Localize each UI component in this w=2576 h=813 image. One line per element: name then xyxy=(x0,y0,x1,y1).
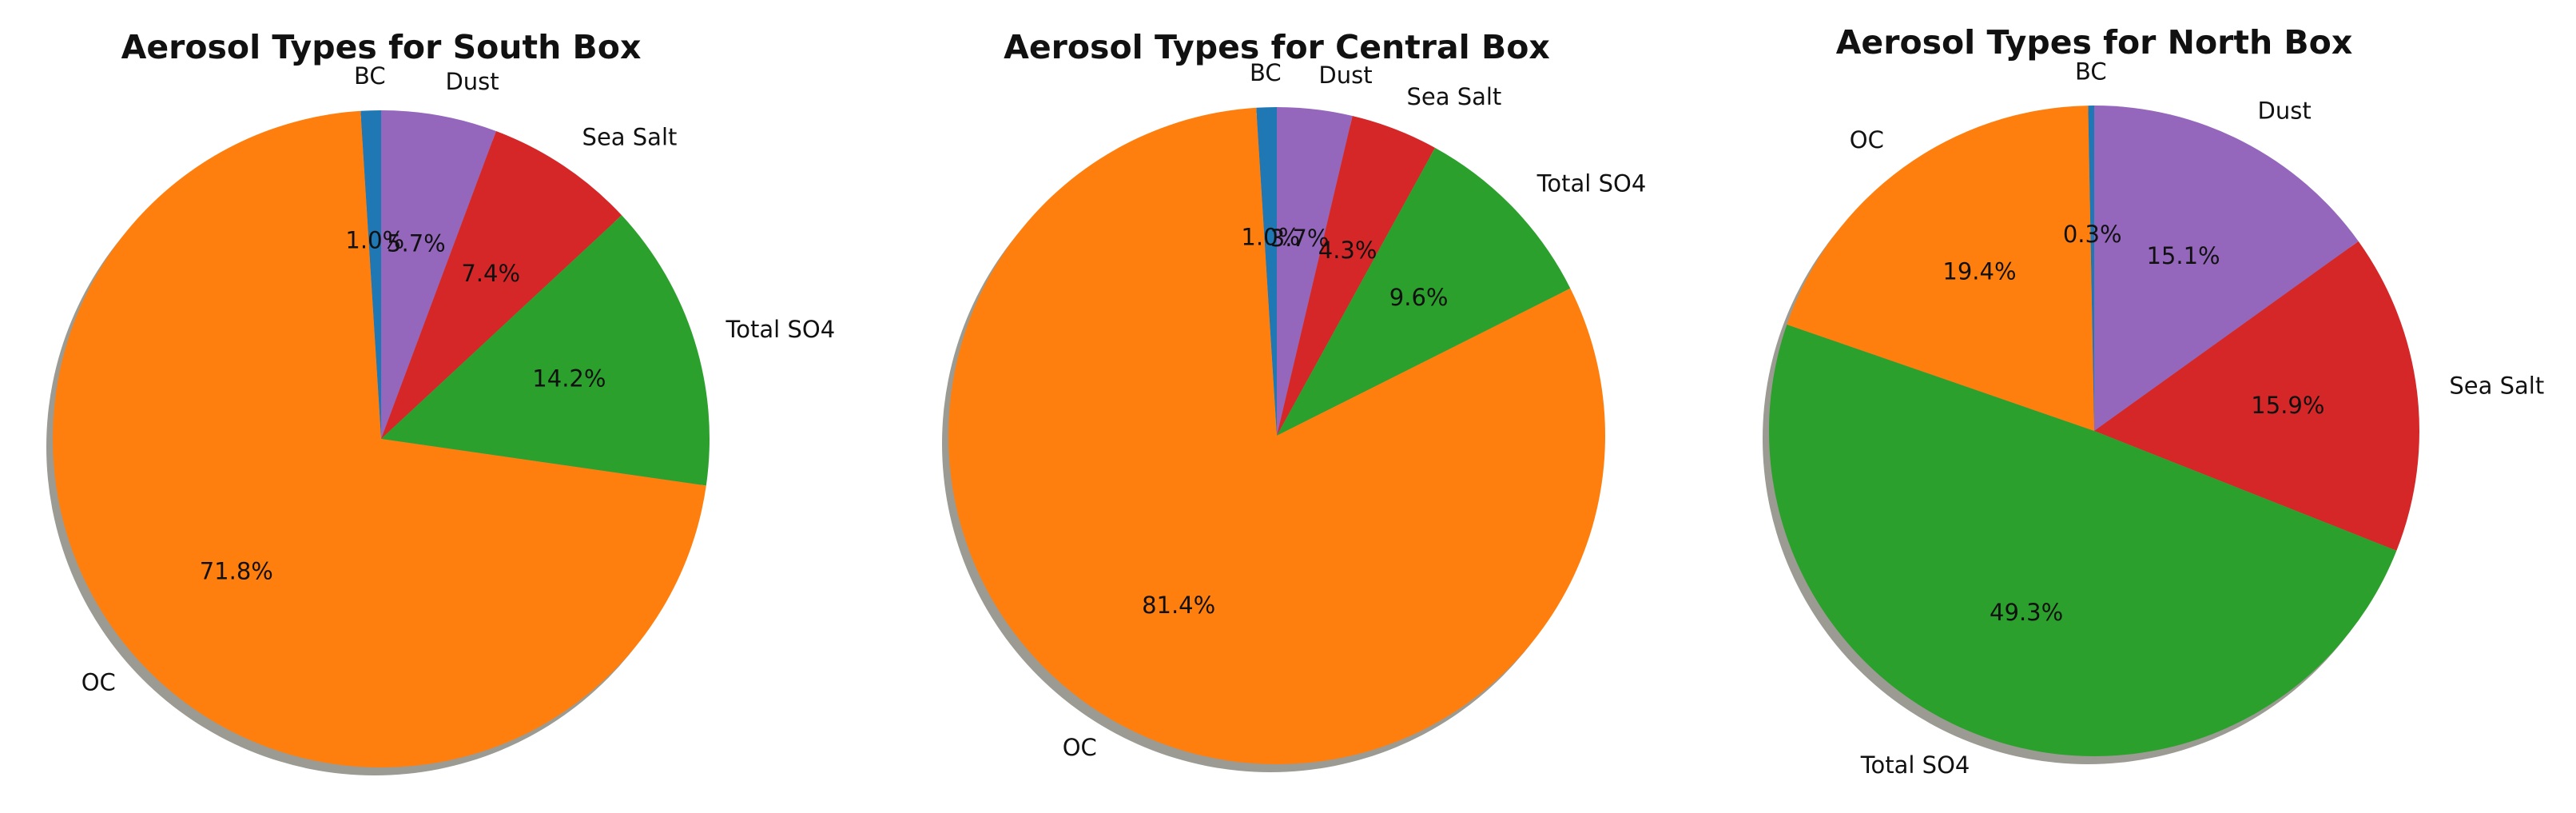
slice-label: BC xyxy=(354,62,386,90)
percent-label: 9.6% xyxy=(1389,284,1449,311)
slice-label: Dust xyxy=(445,68,499,95)
pie-slice xyxy=(381,131,622,439)
slice-label: OC xyxy=(1063,734,1097,761)
percent-label: 49.3% xyxy=(1990,599,2063,626)
pie-slice xyxy=(1787,106,2094,431)
percent-label: 7.4% xyxy=(461,260,520,287)
pie-slice xyxy=(1277,147,1571,436)
percent-label: 15.1% xyxy=(2146,242,2220,269)
slice-label: Total SO4 xyxy=(1536,169,1647,197)
slice-label: Total SO4 xyxy=(1860,751,1970,779)
percent-label: 14.2% xyxy=(532,365,606,392)
slice-label: OC xyxy=(81,669,116,696)
slice-label: Sea Salt xyxy=(2449,372,2544,399)
percent-label: 0.3% xyxy=(2063,221,2122,248)
pie-slice xyxy=(1769,324,2397,756)
pie-slice xyxy=(948,107,1605,764)
slice-label: Sea Salt xyxy=(1406,83,1501,110)
pie-slice xyxy=(2088,106,2094,431)
percent-label: 71.8% xyxy=(200,557,273,584)
pie-slice xyxy=(1277,107,1353,436)
percent-label: 3.7% xyxy=(1270,225,1330,252)
pie-slice xyxy=(381,215,710,486)
pie-slice xyxy=(2094,106,2359,431)
percent-label: 1.0% xyxy=(1241,224,1300,251)
percent-label: 81.4% xyxy=(1142,592,1215,619)
slice-label: OC xyxy=(1850,126,1884,153)
slice-label: BC xyxy=(1250,59,1282,86)
pie-slice xyxy=(381,110,496,439)
percent-label: 1.0% xyxy=(345,227,404,254)
slice-label: BC xyxy=(2075,58,2107,85)
chart-title: Aerosol Types for Central Box xyxy=(1004,28,1550,66)
slice-label: Sea Salt xyxy=(582,123,678,150)
slice-label: Dust xyxy=(2258,98,2312,125)
pie-slice xyxy=(53,110,706,768)
pie-slice xyxy=(2094,241,2419,551)
percent-label: 5.7% xyxy=(387,229,446,257)
slice-label: Total SO4 xyxy=(725,316,836,343)
chart-title: Aerosol Types for North Box xyxy=(1836,23,2353,62)
pie-slice xyxy=(360,110,381,439)
percent-label: 19.4% xyxy=(1942,257,2016,285)
percent-label: 15.9% xyxy=(2251,392,2324,419)
pie-slice xyxy=(1277,116,1436,436)
percent-label: 4.3% xyxy=(1318,237,1377,264)
pie-slice xyxy=(1256,107,1277,436)
slice-label: Dust xyxy=(1318,62,1372,89)
chart-title: Aerosol Types for South Box xyxy=(121,28,642,66)
